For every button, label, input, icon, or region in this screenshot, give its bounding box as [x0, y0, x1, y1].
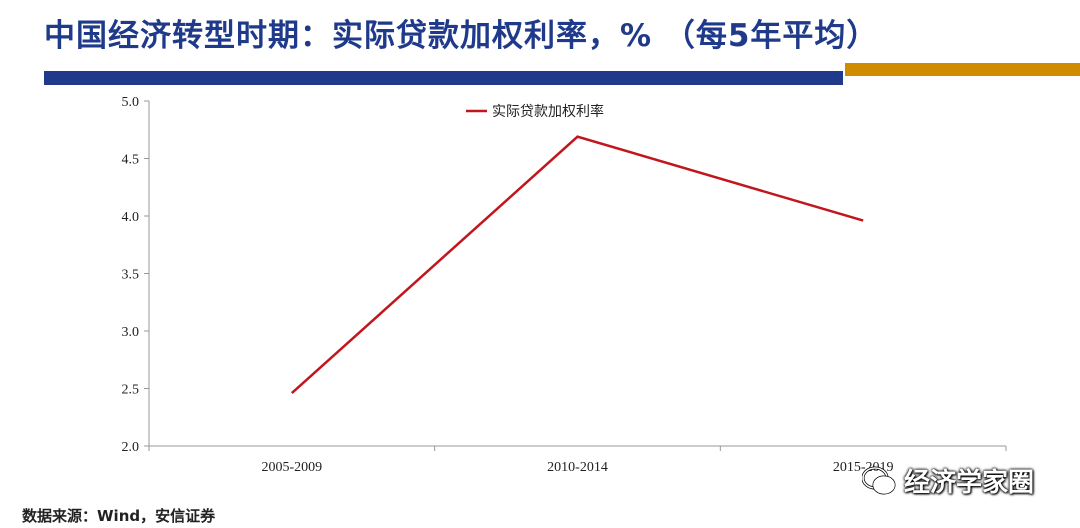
y-tick-label: 3.0 [122, 325, 140, 340]
y-tick-label: 4.5 [122, 153, 140, 168]
x-tick-label: 2015-2019 [833, 460, 894, 475]
x-tick-label: 2010-2014 [547, 460, 608, 475]
title-underline-bar [44, 71, 843, 85]
watermark-text: 经济学家圈 [904, 468, 1035, 498]
series-line [290, 135, 864, 395]
data-source-note: 数据来源：Wind，安信证券 [22, 507, 216, 525]
accent-bar [845, 63, 1080, 76]
y-tick-label: 2.5 [122, 383, 140, 398]
wechat-icon [861, 466, 896, 496]
legend-label: 实际贷款加权利率 [492, 103, 604, 120]
y-tick-label: 3.5 [122, 268, 140, 283]
y-tick-label: 4.0 [122, 210, 140, 225]
watermark: 经济学家圈 [861, 462, 1035, 499]
x-tick-label: 2005-2009 [261, 460, 322, 475]
y-tick-label: 5.0 [122, 95, 140, 110]
y-tick-label: 2.0 [122, 440, 140, 455]
page-title: 中国经济转型时期：实际贷款加权利率，% （每5年平均） [44, 18, 879, 54]
